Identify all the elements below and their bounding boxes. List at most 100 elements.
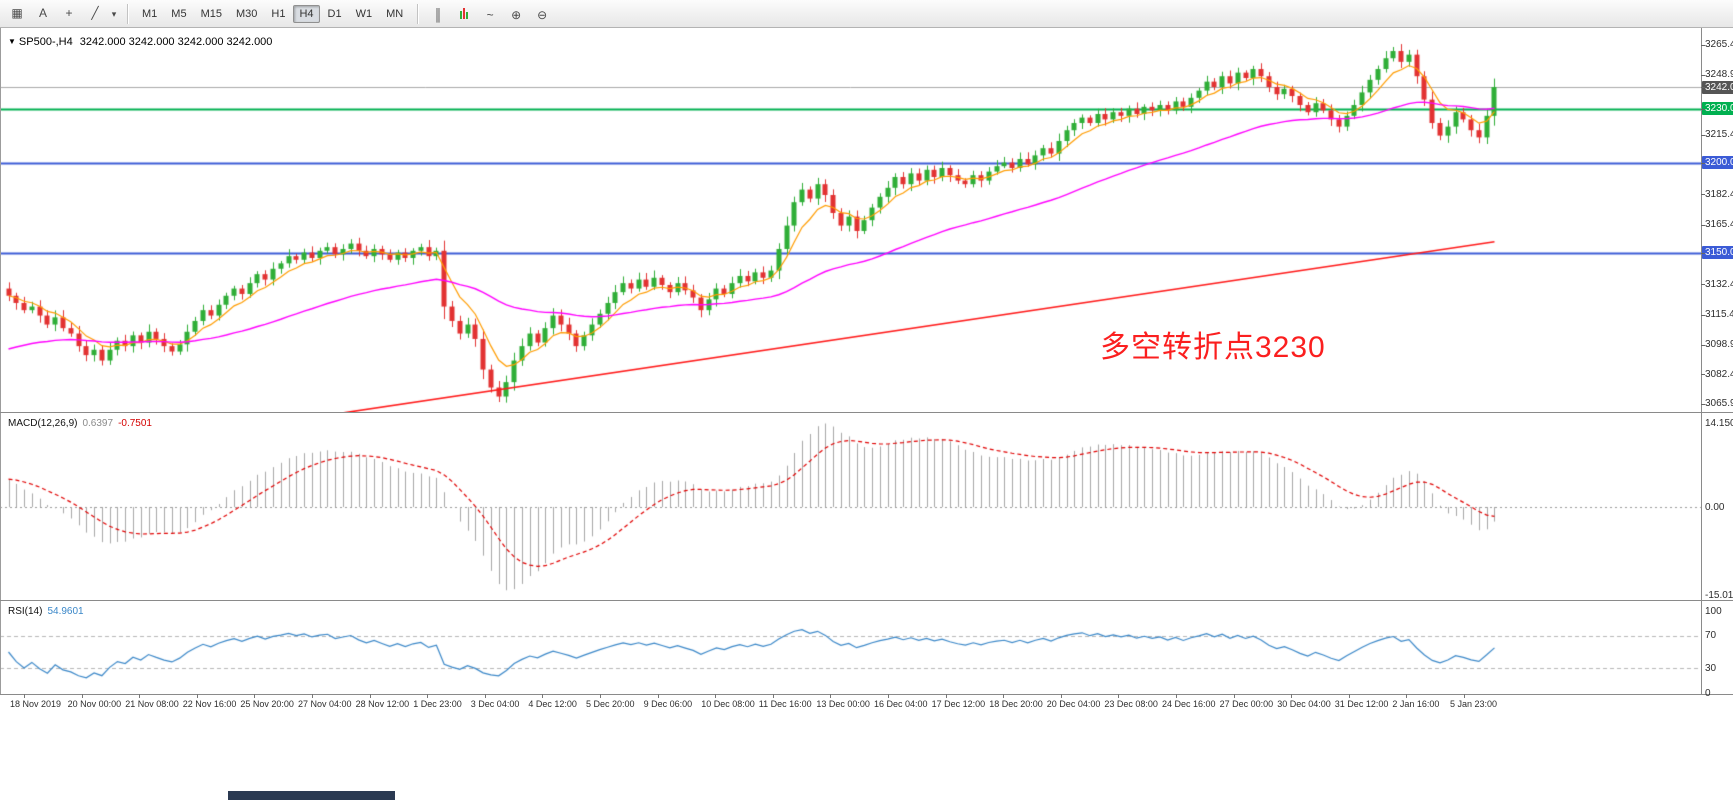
axis-tick [1701, 74, 1705, 76]
time-axis-label: 4 Dec 12:00 [528, 699, 577, 709]
chart-list-icon[interactable]: ▦ [11, 5, 23, 20]
rsi-axis-label: 0 [1705, 687, 1711, 699]
text-annotation-icon[interactable]: A [38, 5, 47, 20]
time-axis-label: 28 Nov 12:00 [355, 699, 410, 709]
price-axis-label: 3215.400 [1705, 129, 1733, 141]
time-axis-label: 10 Dec 08:00 [701, 699, 755, 709]
timeframe-group: M1 M5 M15 M30 H1 H4 D1 W1 MN [135, 4, 410, 23]
time-axis-tick [427, 694, 429, 698]
axis-tick [1701, 252, 1705, 254]
bar-chart-icon[interactable]: ║ [433, 7, 443, 22]
macd-indicator-panel[interactable] [0, 414, 1701, 600]
time-axis-tick [1348, 694, 1350, 698]
time-axis-label: 11 Dec 16:00 [758, 699, 812, 709]
axis-tick [1701, 224, 1705, 226]
timeframe-d1[interactable]: D1 [322, 5, 348, 23]
time-axis-tick [1176, 694, 1177, 698]
time-axis-label: 5 Dec 20:00 [586, 699, 635, 709]
time-axis-label: 22 Nov 16:00 [182, 699, 237, 709]
ohlc-values: 3242.000 3242.000 3242.000 3242.000 [79, 36, 273, 48]
axis-tick [1701, 314, 1705, 316]
symbol-period-label: SP500-,H4 [18, 36, 73, 48]
bid-price-label: 3242.000 [1702, 80, 1733, 94]
time-axis-label: 2 Jan 16:00 [1392, 699, 1440, 709]
time-axis-label: 3 Dec 04:00 [470, 699, 520, 709]
time-axis-tick [254, 694, 256, 698]
time-axis-label: 21 Nov 08:00 [125, 699, 179, 709]
time-axis-tick [312, 694, 313, 698]
time-axis-tick [1118, 694, 1120, 698]
timeframe-m5[interactable]: M5 [165, 5, 192, 23]
time-axis-tick [657, 694, 659, 698]
time-axis-tick [1003, 694, 1005, 698]
timeframe-m1[interactable]: M1 [136, 5, 163, 23]
time-axis-tick [1464, 694, 1465, 698]
price-axis-label: 3132.400 [1705, 278, 1733, 290]
main-price-chart[interactable] [0, 28, 1701, 412]
price-axis-label: 3265.400 [1705, 39, 1733, 51]
time-axis-tick [830, 694, 832, 698]
chart-left-border [0, 28, 1, 694]
time-axis-tick [24, 694, 25, 698]
time-axis-tick [1406, 694, 1408, 698]
axis-tick [1701, 108, 1705, 110]
zoom-in-icon[interactable]: ⊕ [511, 7, 522, 22]
macd-main-value: 0.6397 [82, 418, 114, 429]
taskbar-fragment [228, 791, 395, 800]
axis-tick [1701, 374, 1705, 376]
time-axis-tick [715, 694, 717, 698]
macd-axis-label: -15.019 [1705, 590, 1733, 602]
axis-tick [1701, 162, 1705, 164]
timeframe-m30[interactable]: M30 [230, 5, 263, 23]
crosshair-icon[interactable]: + [65, 5, 73, 20]
timeframe-w1[interactable]: W1 [350, 5, 379, 23]
timeframe-m15[interactable]: M15 [195, 5, 228, 23]
timeframe-mn[interactable]: MN [380, 5, 409, 23]
rsi-value: 54.9601 [47, 606, 84, 617]
panel-separator[interactable] [0, 412, 1733, 413]
line-studies-icon[interactable]: ╱ [91, 5, 99, 20]
timeframe-h1[interactable]: H1 [265, 5, 291, 23]
level-price-label: 3150.000 [1702, 246, 1733, 260]
time-axis-label: 30 Dec 04:00 [1277, 699, 1331, 709]
candlestick-glyph [460, 7, 469, 19]
chart-tools-group: ║ ~ ⊕ ⊖ [425, 2, 555, 26]
axis-tick [1701, 44, 1705, 46]
chart-text-annotation[interactable]: 多空转折点3230 [1100, 331, 1326, 364]
time-axis-label: 27 Dec 00:00 [1219, 699, 1274, 709]
time-axis-label: 31 Dec 12:00 [1334, 699, 1389, 709]
rsi-axis-label: 70 [1705, 630, 1717, 642]
line-studies-caret[interactable]: ▾ [111, 8, 117, 19]
macd-name: MACD(12,26,9) [8, 418, 78, 429]
time-axis-label: 27 Nov 04:00 [298, 699, 352, 709]
time-axis-tick [772, 694, 774, 698]
price-axis-label: 3082.400 [1705, 368, 1733, 380]
time-axis-label: 13 Dec 00:00 [816, 699, 870, 709]
axis-tick [1701, 284, 1705, 286]
rsi-name: RSI(14) [8, 606, 43, 617]
line-chart-icon[interactable]: ~ [486, 7, 494, 22]
level-price-label: 3230.000 [1702, 102, 1733, 116]
time-axis-tick [600, 694, 601, 698]
price-axis-label: 3248.900 [1705, 69, 1733, 81]
time-axis-label: 16 Dec 04:00 [874, 699, 928, 709]
time-axis-tick [1233, 694, 1235, 698]
time-axis-tick [945, 694, 947, 698]
time-axis-label: 20 Nov 00:00 [67, 699, 122, 709]
level-price-label: 3200.000 [1702, 156, 1733, 170]
timeframe-h4[interactable]: H4 [293, 5, 320, 23]
rsi-axis-label: 100 [1705, 605, 1722, 617]
panel-separator[interactable] [0, 600, 1733, 601]
candlestick-chart-icon[interactable] [451, 2, 477, 24]
time-axis-tick [484, 694, 486, 698]
toolbar-separator [417, 3, 419, 24]
chart-menu-caret-icon[interactable]: ▼ [8, 37, 16, 46]
time-axis-tick [369, 694, 371, 698]
time-axis-tick [542, 694, 544, 698]
time-axis-label: 20 Dec 04:00 [1046, 699, 1101, 709]
price-axis-label: 3065.900 [1705, 398, 1733, 410]
zoom-out-icon[interactable]: ⊖ [537, 7, 548, 22]
rsi-indicator-panel[interactable] [0, 602, 1701, 694]
time-axis-label: 17 Dec 12:00 [931, 699, 986, 709]
time-axis-label: 5 Jan 23:00 [1450, 699, 1498, 709]
